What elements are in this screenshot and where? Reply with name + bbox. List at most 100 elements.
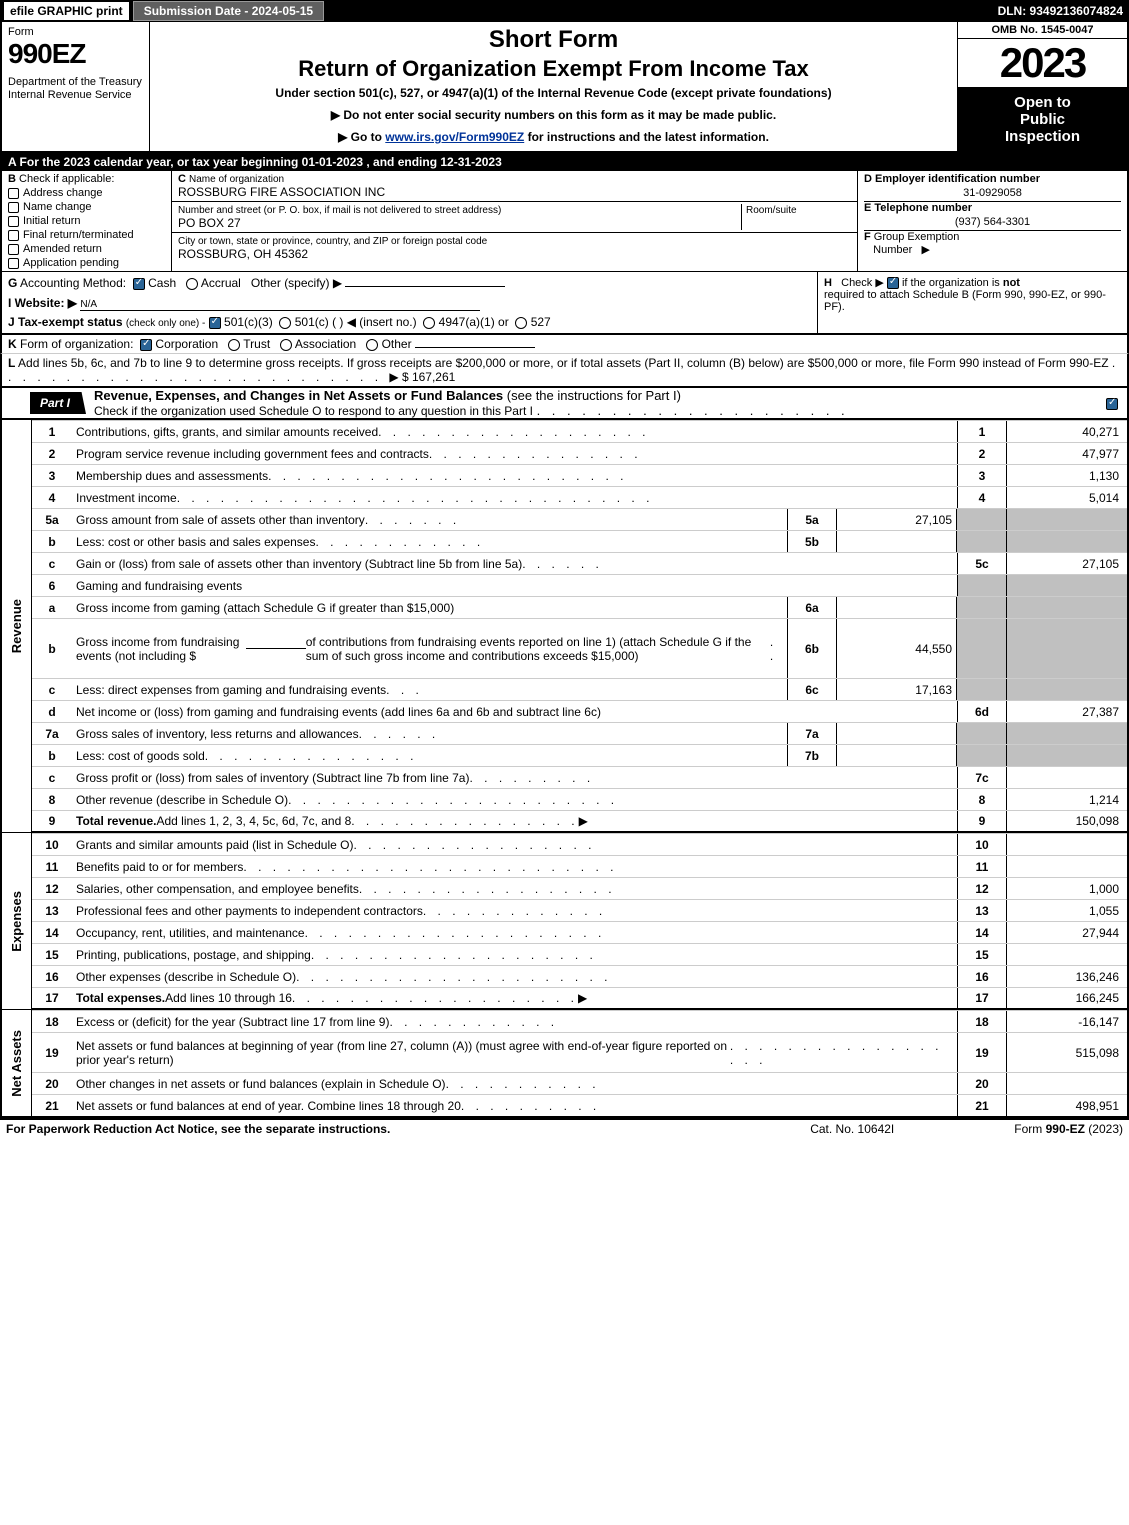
l-amount: $ 167,261 <box>402 370 455 384</box>
line-5c: cGain or (loss) from sale of assets othe… <box>32 552 1127 574</box>
netassets-side-label: Net Assets <box>2 1010 32 1116</box>
line-6a: aGross income from gaming (attach Schedu… <box>32 596 1127 618</box>
form-header: Form 990EZ Department of the Treasury In… <box>0 22 1129 153</box>
street-row: Number and street (or P. O. box, if mail… <box>172 202 857 233</box>
org-name-row: C Name of organization ROSSBURG FIRE ASS… <box>172 171 857 202</box>
row-gh: G Accounting Method: Cash Accrual Other … <box>0 272 1129 334</box>
line-2: 2Program service revenue including gover… <box>32 442 1127 464</box>
chk-trust[interactable] <box>228 339 240 351</box>
line-17: 17Total expenses. Add lines 10 through 1… <box>32 987 1127 1009</box>
chk-corporation[interactable] <box>140 339 152 351</box>
line-16: 16Other expenses (describe in Schedule O… <box>32 965 1127 987</box>
chk-amended-return[interactable]: Amended return <box>8 243 165 255</box>
section-bcd: B Check if applicable: Address change Na… <box>0 171 1129 272</box>
chk-association[interactable] <box>280 339 292 351</box>
topbar: efile GRAPHIC print Submission Date - 20… <box>0 0 1129 22</box>
org-name: ROSSBURG FIRE ASSOCIATION INC <box>178 185 385 199</box>
line-11: 11Benefits paid to or for members . . . … <box>32 855 1127 877</box>
row-k: K Form of organization: Corporation Trus… <box>0 334 1129 354</box>
box-c: C Name of organization ROSSBURG FIRE ASS… <box>172 171 857 271</box>
line-5a: 5aGross amount from sale of assets other… <box>32 508 1127 530</box>
line-7c: cGross profit or (loss) from sales of in… <box>32 766 1127 788</box>
g-label: G <box>8 276 17 290</box>
box-def: D Employer identification number 31-0929… <box>857 171 1127 271</box>
goto-prefix: ▶ Go to <box>338 130 385 144</box>
box-b: B Check if applicable: Address change Na… <box>2 171 172 271</box>
city-row: City or town, state or province, country… <box>172 233 857 263</box>
short-form-title: Short Form <box>158 26 949 54</box>
chk-other-org[interactable] <box>366 339 378 351</box>
d-label: D Employer identification number <box>864 173 1121 185</box>
chk-4947[interactable] <box>423 317 435 329</box>
form-number: 990EZ <box>8 38 143 70</box>
irs-link[interactable]: www.irs.gov/Form990EZ <box>385 130 524 144</box>
b-label: B <box>8 173 16 185</box>
part1-check-text: Check if the organization used Schedule … <box>94 404 533 418</box>
line-21: 21Net assets or fund balances at end of … <box>32 1094 1127 1116</box>
open-inspection: Open to Public Inspection <box>958 88 1127 151</box>
revenue-section: Revenue 1Contributions, gifts, grants, a… <box>0 419 1129 832</box>
chk-schedule-o[interactable] <box>1106 398 1118 410</box>
header-mid: Short Form Return of Organization Exempt… <box>150 22 957 151</box>
note-goto: ▶ Go to www.irs.gov/Form990EZ for instru… <box>158 130 949 144</box>
expenses-side-label: Expenses <box>2 833 32 1009</box>
chk-name-change[interactable]: Name change <box>8 201 165 213</box>
line-5b: bLess: cost or other basis and sales exp… <box>32 530 1127 552</box>
revenue-side-label: Revenue <box>2 420 32 832</box>
h-label: H <box>824 277 832 289</box>
chk-501c3[interactable] <box>209 317 221 329</box>
line-19: 19Net assets or fund balances at beginni… <box>32 1032 1127 1072</box>
submission-date: Submission Date - 2024-05-15 <box>133 1 324 21</box>
c-label: C <box>178 173 186 185</box>
box-h: H Check ▶ if the organization is not req… <box>817 272 1127 333</box>
l-text: Add lines 5b, 6c, and 7b to line 9 to de… <box>18 356 1109 370</box>
city-hint: City or town, state or province, country… <box>178 236 487 247</box>
open-line1: Open to <box>958 94 1127 111</box>
chk-accrual[interactable] <box>186 278 198 290</box>
chk-final-return[interactable]: Final return/terminated <box>8 229 165 241</box>
line-3: 3Membership dues and assessments . . . .… <box>32 464 1127 486</box>
line-20: 20Other changes in net assets or fund ba… <box>32 1072 1127 1094</box>
chk-cash[interactable] <box>133 278 145 290</box>
chk-application-pending[interactable]: Application pending <box>8 257 165 269</box>
line-4: 4Investment income . . . . . . . . . . .… <box>32 486 1127 508</box>
chk-schedule-b[interactable] <box>887 277 899 289</box>
g-text: Accounting Method: <box>20 276 126 290</box>
line-6c: cLess: direct expenses from gaming and f… <box>32 678 1127 700</box>
city-val: ROSSBURG, OH 45362 <box>178 247 308 261</box>
line-15: 15Printing, publications, postage, and s… <box>32 943 1127 965</box>
page-footer: For Paperwork Reduction Act Notice, see … <box>0 1118 1129 1138</box>
line-7b: bLess: cost of goods sold . . . . . . . … <box>32 744 1127 766</box>
dln-label: DLN: 93492136074824 <box>998 4 1123 18</box>
line-14: 14Occupancy, rent, utilities, and mainte… <box>32 921 1127 943</box>
chk-address-change[interactable]: Address change <box>8 187 165 199</box>
j-label: J Tax-exempt status <box>8 315 123 329</box>
expenses-section: Expenses 10Grants and similar amounts pa… <box>0 832 1129 1009</box>
chk-501c[interactable] <box>279 317 291 329</box>
return-title: Return of Organization Exempt From Incom… <box>158 56 949 82</box>
street-val: PO BOX 27 <box>178 216 241 230</box>
netassets-section: Net Assets 18Excess or (deficit) for the… <box>0 1009 1129 1118</box>
chk-initial-return[interactable]: Initial return <box>8 215 165 227</box>
section-a: A For the 2023 calendar year, or tax yea… <box>0 153 1129 171</box>
c-hint: Name of organization <box>189 174 284 185</box>
room-hint: Room/suite <box>746 205 797 216</box>
line-18: 18Excess or (deficit) for the year (Subt… <box>32 1010 1127 1032</box>
note-ssn: ▶ Do not enter social security numbers o… <box>158 108 949 122</box>
line-9: 9Total revenue. Add lines 1, 2, 3, 4, 5c… <box>32 810 1127 832</box>
form-label: Form <box>8 26 143 38</box>
omb-number: OMB No. 1545-0047 <box>958 22 1127 39</box>
chk-527[interactable] <box>515 317 527 329</box>
i-label: I Website: ▶ <box>8 296 77 310</box>
ein-value: 31-0929058 <box>864 185 1121 202</box>
goto-suffix: for instructions and the latest informat… <box>524 130 769 144</box>
efile-label[interactable]: efile GRAPHIC print <box>4 2 129 20</box>
e-label: E Telephone number <box>864 202 1121 214</box>
line-6d: dNet income or (loss) from gaming and fu… <box>32 700 1127 722</box>
fpra-notice: For Paperwork Reduction Act Notice, see … <box>6 1122 390 1136</box>
street-hint: Number and street (or P. O. box, if mail… <box>178 205 501 216</box>
line-1: 1Contributions, gifts, grants, and simil… <box>32 420 1127 442</box>
line-6b: bGross income from fundraising events (n… <box>32 618 1127 678</box>
line-12: 12Salaries, other compensation, and empl… <box>32 877 1127 899</box>
cat-no: Cat. No. 10642I <box>810 1122 894 1136</box>
